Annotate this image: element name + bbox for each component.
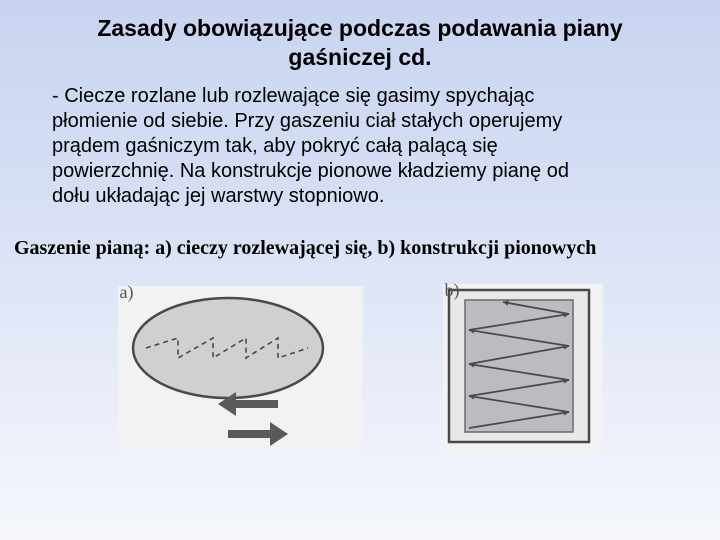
body-paragraph: - Ciecze rozlane lub rozlewające się gas… bbox=[0, 80, 720, 209]
figure-row: a) b) bbox=[0, 284, 720, 454]
para-line-2: płomienie od siebie. Przy gaszeniu ciał … bbox=[34, 109, 686, 134]
figure-a: a) bbox=[118, 286, 363, 451]
figure-caption: Gaszenie pianą: a) cieczy rozlewającej s… bbox=[0, 209, 720, 260]
figure-b-label: b) bbox=[445, 280, 460, 301]
para-line-5: dołu układając jej warstwy stopniowo. bbox=[34, 184, 686, 209]
title-line-1: Zasady obowiązujące podczas podawania pi… bbox=[97, 15, 622, 41]
figure-a-svg bbox=[118, 286, 363, 451]
para-line-3: prądem gaśniczym tak, aby pokryć całą pa… bbox=[34, 134, 686, 159]
para-line-1: - Ciecze rozlane lub rozlewające się gas… bbox=[34, 85, 534, 107]
title-line-2: gaśniczej cd. bbox=[288, 44, 431, 70]
figure-a-label: a) bbox=[120, 282, 134, 303]
figure-b-svg bbox=[443, 284, 603, 454]
page-title: Zasady obowiązujące podczas podawania pi… bbox=[0, 0, 720, 80]
figure-b: b) bbox=[443, 284, 603, 454]
para-line-4: powierzchnię. Na konstrukcje pionowe kła… bbox=[34, 159, 686, 184]
